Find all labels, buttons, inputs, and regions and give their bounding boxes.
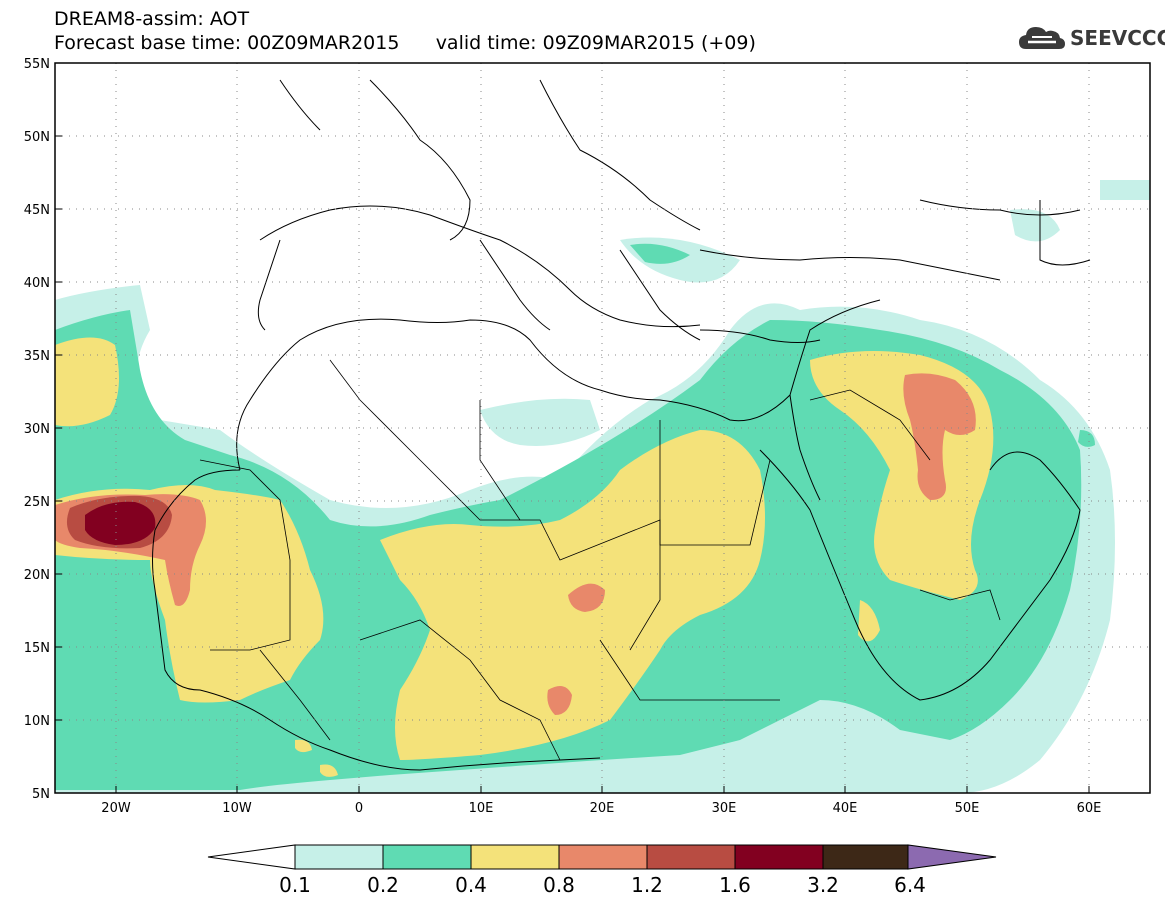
colorbar-swatch — [822, 844, 909, 870]
country-borders — [199, 359, 1001, 761]
seevccc-logo: SEEVCCC — [1018, 22, 1165, 54]
colorbar-label: 1.6 — [719, 873, 751, 897]
colorbar-label: 0.8 — [543, 873, 575, 897]
lat-label: 15N — [24, 641, 50, 656]
lat-label: 20N — [24, 568, 50, 583]
aot-contours — [55, 180, 1150, 793]
forecast-time-line: Forecast base time: 00Z09MAR2015 valid t… — [54, 32, 756, 54]
lon-labels: 20W 10W 0 10E 20E 30E 40E 50E 60E — [101, 801, 1101, 816]
colorbar-under-triangle — [207, 844, 296, 870]
colorbar-label: 3.2 — [807, 873, 839, 897]
cloud-logo-icon — [1019, 27, 1065, 49]
lon-label: 40E — [833, 801, 858, 816]
contour-1.6 — [85, 501, 156, 545]
lon-label: 60E — [1077, 801, 1102, 816]
colorbar-over-triangle — [907, 844, 997, 870]
tick-marks — [55, 62, 1090, 794]
colorbar-label: 0.1 — [279, 873, 311, 897]
lat-label: 10N — [24, 714, 50, 729]
lat-label: 25N — [24, 495, 50, 510]
lat-label: 50N — [24, 130, 50, 145]
colorbar-swatch — [646, 844, 736, 870]
colorbar-swatch — [558, 844, 648, 870]
lon-label: 30E — [712, 801, 737, 816]
lon-label: 10E — [469, 801, 494, 816]
lat-labels: 55N 50N 45N 40N 35N 30N 25N 20N 15N 10N … — [24, 57, 50, 802]
colorbar-label: 0.4 — [455, 873, 487, 897]
lat-label: 40N — [24, 276, 50, 291]
colorbar-swatch — [734, 844, 824, 870]
colorbar-label: 1.2 — [631, 873, 663, 897]
lat-label: 35N — [24, 349, 50, 364]
colorbar: 0.1 0.2 0.4 0.8 1.2 1.6 3.2 6.4 — [207, 844, 997, 897]
coastlines — [152, 79, 1091, 771]
lat-lon-grid — [55, 63, 1150, 793]
lon-label: 50E — [955, 801, 980, 816]
lon-label: 0 — [355, 801, 363, 816]
lat-label: 5N — [32, 787, 50, 802]
colorbar-label: 0.2 — [367, 873, 399, 897]
lon-label: 10W — [222, 801, 252, 816]
colorbar-label: 6.4 — [894, 873, 926, 897]
lat-label: 30N — [24, 422, 50, 437]
lat-label: 45N — [24, 203, 50, 218]
lat-label: 55N — [24, 57, 50, 72]
colorbar-swatch — [470, 844, 560, 870]
lon-label: 20W — [101, 801, 131, 816]
colorbar-swatch — [294, 844, 384, 870]
lon-label: 20E — [590, 801, 615, 816]
colorbar-swatch — [382, 844, 472, 870]
logo-text: SEEVCCC — [1070, 26, 1165, 50]
map-title: DREAM8-assim: AOT — [54, 8, 250, 30]
